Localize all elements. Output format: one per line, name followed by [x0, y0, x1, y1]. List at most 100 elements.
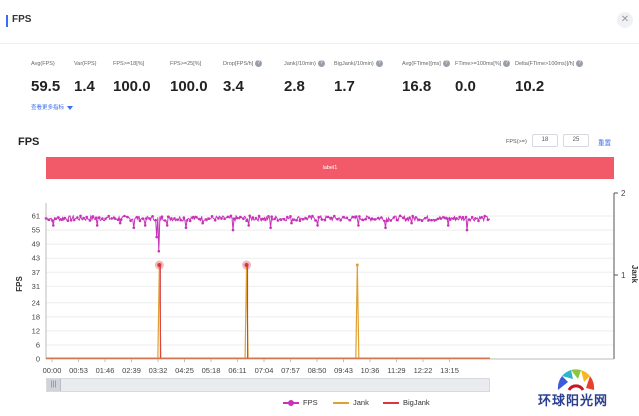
scrollbar-handle[interactable]: |||: [47, 379, 61, 391]
fps-point: [232, 217, 236, 220]
fps-point: [290, 221, 293, 225]
reset-button[interactable]: 重置: [598, 140, 611, 147]
fps-point: [333, 214, 336, 218]
fps-point: [477, 219, 480, 223]
more-metrics-link[interactable]: 查看更多指标: [31, 103, 74, 111]
fps-point: [188, 219, 192, 223]
fps-point: [304, 217, 308, 220]
fps-point: [66, 219, 70, 222]
help-icon[interactable]: ?: [255, 60, 263, 68]
watermark-text: 环球阳光网: [537, 393, 608, 408]
chevron-down-icon: [67, 105, 74, 110]
fps-point: [269, 226, 272, 230]
help-icon[interactable]: ?: [442, 60, 450, 68]
fps-point: [182, 216, 186, 219]
metric-value: 0.0: [455, 78, 476, 95]
fps-point: [264, 218, 267, 222]
time-scrollbar[interactable]: |||: [46, 378, 490, 392]
fps-point: [79, 214, 82, 218]
fps-point: [104, 217, 107, 221]
legend-item[interactable]: FPS: [283, 397, 318, 409]
y-tick-label: 6: [36, 340, 40, 349]
metric-value: 16.8: [402, 78, 432, 95]
fps-point: [148, 217, 151, 220]
fps-point: [442, 216, 446, 219]
fps-point: [373, 218, 377, 221]
fps-threshold-input-1[interactable]: 18: [532, 134, 558, 147]
fps-point: [157, 249, 161, 253]
fps-point: [461, 215, 465, 219]
fps-point: [185, 219, 189, 222]
fps-point: [445, 217, 449, 220]
metric-card: FPS>=18[%] 100.0: [113, 60, 193, 95]
fps-point: [47, 218, 51, 221]
fps-point: [195, 216, 198, 219]
legend-item[interactable]: Jank: [333, 397, 369, 409]
fps-point: [63, 216, 67, 220]
metric-value: 100.0: [170, 78, 208, 95]
metric-label: Drop[FPS/h]?: [223, 60, 303, 68]
fps-point: [326, 215, 330, 219]
fps-point: [398, 214, 402, 218]
metric-value: 100.0: [113, 78, 151, 95]
fps-point: [423, 216, 427, 220]
close-icon[interactable]: ✕: [617, 12, 633, 28]
fps-point: [464, 215, 468, 219]
label-band[interactable]: label1: [46, 157, 614, 179]
fps-point: [480, 216, 483, 219]
x-tick-label: 07:04: [255, 366, 274, 375]
fps-threshold-input-2[interactable]: 25: [563, 134, 589, 147]
x-tick-label: 13:15: [440, 366, 459, 375]
fps-point: [458, 215, 462, 219]
fps-point: [60, 218, 63, 221]
help-icon[interactable]: ?: [317, 60, 325, 68]
fps-point: [358, 215, 361, 218]
fps-point: [298, 219, 302, 223]
fps-point: [389, 219, 393, 222]
metric-card: Delta(FTime>100ms)[/h]? 10.2: [515, 60, 595, 95]
fps-point: [367, 216, 371, 220]
metric-value: 59.5: [31, 78, 61, 95]
fps-point: [207, 217, 211, 220]
x-tick-label: 10:36: [361, 366, 380, 375]
fps-point: [295, 219, 299, 222]
fps-point: [173, 217, 176, 220]
metric-card: Avg(FTime)[ms]? 16.8: [402, 60, 482, 95]
fps-point: [292, 218, 295, 222]
fps-point: [336, 217, 339, 221]
fps-point: [370, 217, 374, 220]
chart-legend: FPS Jank BigJank: [0, 397, 639, 411]
help-icon[interactable]: ?: [576, 60, 584, 68]
fps-point: [446, 224, 450, 227]
metric-label-text: Drop[FPS/h]: [223, 61, 254, 67]
bigjank-point: [244, 263, 249, 267]
fps-point: [474, 217, 477, 220]
x-tick-label: 00:53: [69, 366, 88, 375]
x-tick-label: 00:00: [43, 366, 62, 375]
fps-point: [449, 218, 452, 221]
help-icon[interactable]: ?: [503, 60, 511, 68]
fps-point: [54, 217, 57, 221]
fps-point: [329, 216, 333, 220]
fps-point: [386, 219, 389, 223]
legend-item[interactable]: BigJank: [383, 397, 430, 409]
fps-point: [376, 216, 380, 220]
watermark-logo: 环球阳光网: [513, 352, 633, 412]
fps-point: [392, 216, 396, 219]
fps-point: [465, 228, 469, 232]
fps-point: [245, 219, 248, 222]
fps-point: [151, 215, 154, 218]
fps-point: [88, 219, 92, 222]
metric-label-text: Avg(FTime)[ms]: [402, 61, 441, 67]
y-tick-label: 55: [32, 226, 40, 235]
fps-point: [361, 218, 364, 221]
fps-point: [342, 215, 346, 219]
help-icon[interactable]: ?: [375, 60, 383, 68]
metric-card: FPS>=25[%] 100.0: [170, 60, 250, 95]
metric-label: Avg(FPS): [31, 60, 111, 68]
metric-label: Jank(/10min)?: [284, 60, 364, 68]
y-tick-label: 49: [32, 240, 40, 249]
fps-point: [345, 216, 349, 220]
fps-point: [314, 219, 317, 222]
